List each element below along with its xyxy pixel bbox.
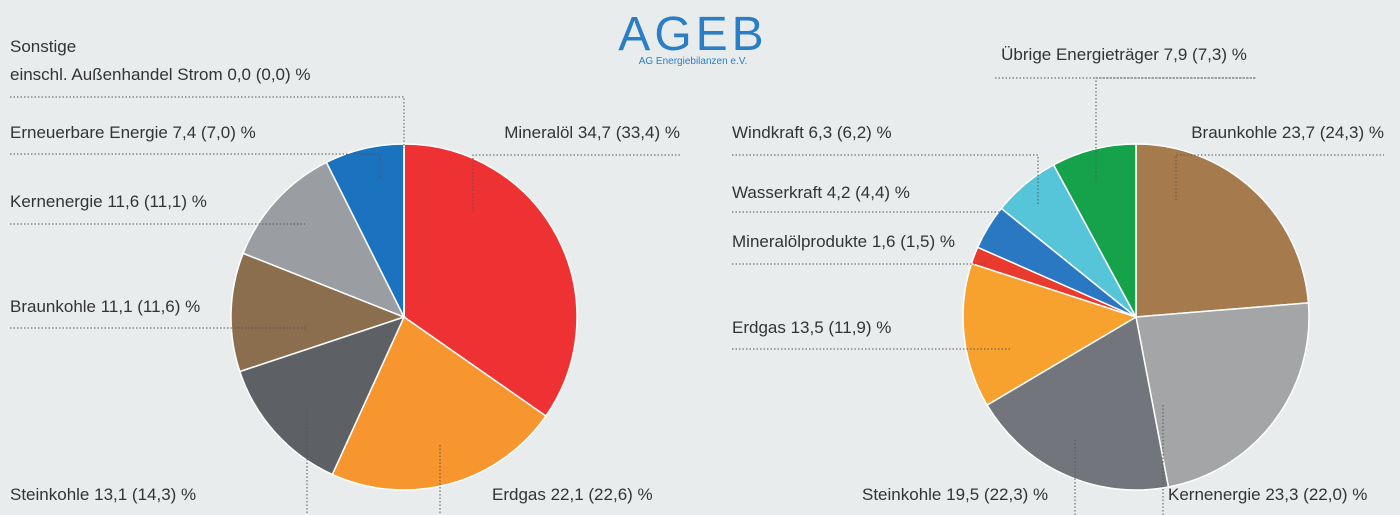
leader-line [995, 77, 1256, 180]
slice-label: Steinkohle 13,1 (14,3) % [10, 485, 196, 504]
slice-label: Braunkohle 23,7 (24,3) % [1191, 123, 1384, 142]
logo-subtitle: AG Energiebilanzen e.V. [639, 56, 748, 67]
pie-slice [238, 315, 406, 476]
slice-label: Sonstige [10, 37, 76, 56]
slice-label: Mineralöl 34,7 (33,4) % [504, 123, 680, 142]
pie-slice [242, 161, 406, 319]
pie-slice [1135, 302, 1310, 488]
pie-slice [962, 262, 1138, 407]
slice-label: Steinkohle 19,5 (22,3) % [862, 485, 1048, 504]
slice-label: Kernenergie 23,3 (22,0) % [1168, 485, 1367, 504]
slice-label: Erdgas 13,5 (11,9) % [732, 318, 891, 337]
slice-label: Mineralölprodukte 1,6 (1,5) % [732, 232, 955, 251]
pie-slice [331, 315, 547, 491]
logo-title: AGEB [618, 8, 767, 61]
leader-line [732, 154, 1039, 205]
pie-slice [403, 143, 578, 418]
leader-line [1175, 154, 1384, 200]
pie-slice [230, 252, 407, 373]
slice-label: Braunkohle 11,1 (11,6) % [10, 297, 200, 316]
slice-label: einschl. Außenhandel Strom 0,0 (0,0) % [10, 65, 311, 84]
pie-slice [986, 315, 1170, 491]
pie-slice [1052, 143, 1137, 318]
pie-slice [1135, 143, 1310, 318]
slice-label: Erneuerbare Energie 7,4 (7,0) % [10, 123, 256, 142]
slice-label: Windkraft 6,3 (6,2) % [732, 123, 892, 142]
slice-label: Übrige Energieträger 7,9 (7,3) % [1001, 45, 1247, 64]
leader-line [10, 153, 381, 178]
slice-label: Wasserkraft 4,2 (4,4) % [732, 183, 910, 202]
slice-label: Kernenergie 11,6 (11,1) % [10, 192, 207, 211]
slice-label: Erdgas 22,1 (22,6) % [492, 485, 653, 504]
leader-line [10, 96, 405, 148]
leader-line [472, 154, 680, 212]
